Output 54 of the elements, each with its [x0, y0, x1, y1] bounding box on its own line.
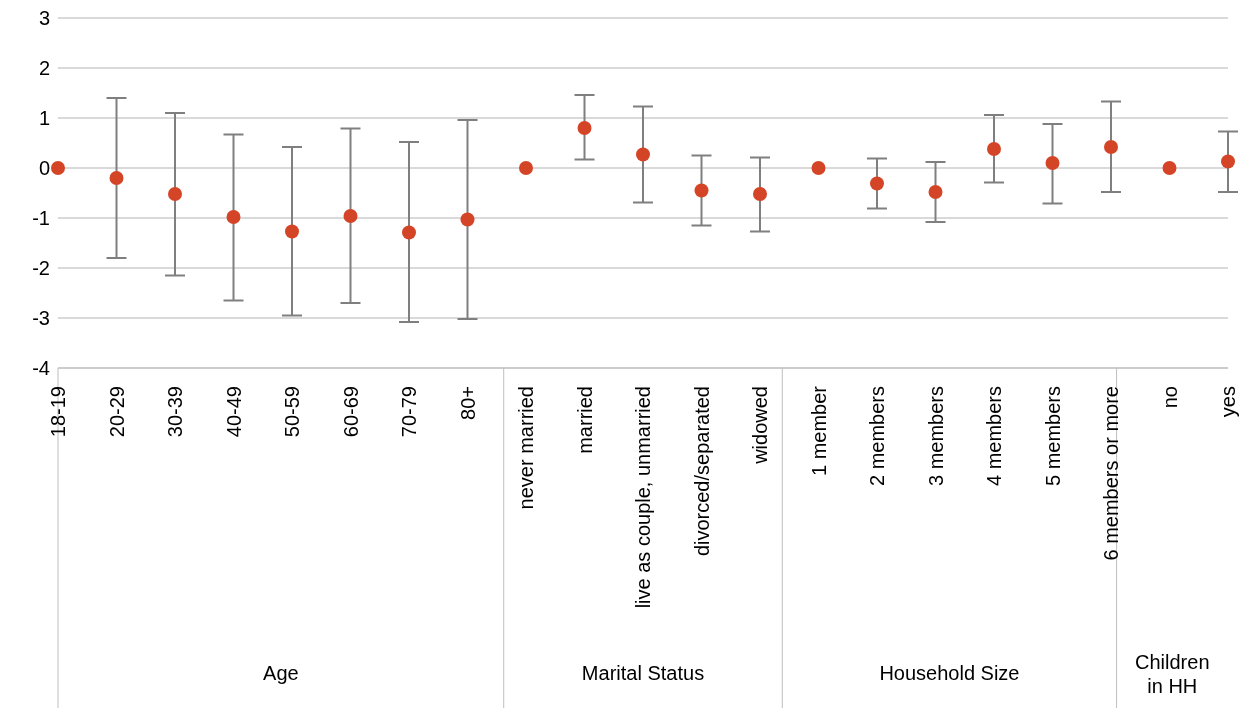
x-tick-label: 1 member: [807, 385, 830, 477]
y-tick-label: 0: [38, 157, 50, 180]
point: [460, 212, 475, 227]
point: [285, 224, 299, 239]
x-tick-label: widowed: [749, 386, 771, 465]
text: Children in HH: [1135, 651, 1210, 697]
point: [168, 187, 182, 201]
x-tick-label: 50-59: [281, 386, 303, 438]
point: [928, 185, 943, 199]
y-tick-label: -3: [32, 307, 50, 330]
y-tick-label: -2: [32, 257, 50, 280]
y-tick-label: 3: [38, 7, 50, 30]
y-tick-label: 2: [38, 57, 50, 80]
point: [226, 210, 241, 224]
point: [51, 161, 65, 175]
point: [402, 225, 416, 240]
point: [343, 209, 358, 223]
x-tick-label: 40-49: [222, 386, 245, 438]
point: [577, 121, 592, 135]
x-tick-label: live as couple, unmarried: [632, 386, 654, 609]
x-tick-label: no: [1158, 386, 1181, 409]
point: [1162, 161, 1177, 175]
x-tick-label: yes: [1217, 386, 1239, 418]
point: [1104, 140, 1118, 154]
point: [1221, 154, 1235, 169]
point: [811, 161, 826, 175]
x-tick-label: 80+: [456, 386, 479, 420]
x-tick-label: 2 members: [866, 386, 888, 487]
text: Age: [263, 662, 299, 684]
x-tick-label: married: [573, 386, 596, 454]
point: [987, 142, 1001, 156]
y-tick-label: -1: [32, 207, 50, 230]
x-tick-label: divorced/separated: [690, 386, 713, 557]
point: [1045, 156, 1060, 170]
x-tick-label: 5 members: [1041, 386, 1064, 487]
x-tick-label: never married: [515, 386, 537, 510]
point: [694, 183, 709, 198]
point: [519, 161, 533, 175]
point: [870, 176, 884, 191]
x-tick-label: 3 members: [924, 386, 947, 487]
x-tick-label: 20-29: [105, 386, 128, 438]
y-tick-label: 1: [38, 107, 50, 130]
x-tick-label: 60-69: [339, 386, 362, 438]
x-tick-label: 4 members: [983, 386, 1005, 487]
x-tick-label: 6 members or more: [1100, 386, 1122, 561]
point: [636, 147, 650, 162]
point: [109, 171, 124, 185]
x-tick-label: 70-79: [398, 386, 420, 438]
text: Marital Status: [581, 662, 705, 684]
y-tick-label: -4: [32, 357, 50, 380]
x-tick-label: 30-39: [164, 386, 186, 438]
text: Household Size: [879, 662, 1020, 684]
x-tick-label: 18-19: [47, 386, 69, 438]
point: [753, 187, 767, 201]
